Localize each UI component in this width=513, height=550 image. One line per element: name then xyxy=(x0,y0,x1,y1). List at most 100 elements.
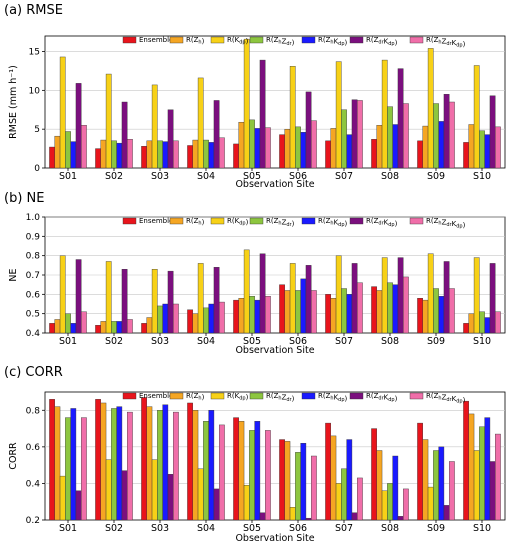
bar-s05-series-1 xyxy=(238,298,245,334)
legend-label: Ensemble xyxy=(139,36,173,44)
bar-s05-series-3 xyxy=(249,430,255,521)
bar-s10-series-0 xyxy=(463,142,469,169)
bar-s07-series-4 xyxy=(346,439,353,521)
bar-s01-series-6 xyxy=(81,417,87,521)
bar-s05-series-2 xyxy=(243,485,250,521)
panel-2: 0.4 0.5 0.6 0.7 0.8 0.9 1.0 (b) NE NE Observation… xyxy=(4,191,506,356)
bar-s10-series-0 xyxy=(463,323,469,334)
bar-s08-series-6 xyxy=(403,103,409,169)
bar-s09-series-5 xyxy=(443,261,450,334)
bar-s09-series-0 xyxy=(417,298,423,334)
y-tick-label: 0.4 xyxy=(26,479,41,489)
bar-s01-series-3 xyxy=(65,417,71,521)
bar-s07-series-1 xyxy=(330,298,337,334)
bar-s05-series-2 xyxy=(243,38,250,169)
bar-s02-series-3 xyxy=(111,140,117,169)
y-tick-label: 0.4 xyxy=(26,329,41,339)
x-tick-label: S09 xyxy=(427,336,445,347)
x-axis-label: Observation Site xyxy=(235,345,314,356)
bar-s04-series-0 xyxy=(187,309,193,334)
x-tick-label: S02 xyxy=(105,336,123,347)
bar-s02-series-5 xyxy=(121,101,128,169)
bar-s06-series-6 xyxy=(311,290,317,334)
bar-s10-series-5 xyxy=(489,263,496,334)
bar-s07-series-4 xyxy=(346,294,353,334)
bar-s07-series-5 xyxy=(351,263,358,334)
bar-s08-series-5 xyxy=(397,516,404,521)
x-tick-label: S04 xyxy=(197,171,215,182)
bar-s02-series-5 xyxy=(121,269,128,334)
bar-s01-series-2 xyxy=(59,56,66,169)
legend-swatch xyxy=(249,36,264,44)
bar-s04-series-5 xyxy=(213,100,220,169)
bar-s08-series-5 xyxy=(397,257,404,334)
bar-s10-series-2 xyxy=(473,257,480,334)
bar-s06-series-2 xyxy=(289,263,296,334)
bar-s01-series-0 xyxy=(49,323,55,334)
bar-s07-series-3 xyxy=(341,288,347,334)
bar-s05-series-3 xyxy=(249,296,255,334)
legend-label: R(ZhKdp) xyxy=(318,217,348,228)
bar-s10-series-1 xyxy=(468,124,475,169)
x-tick-label: S05 xyxy=(243,171,261,182)
bar-s05-series-0 xyxy=(233,299,239,334)
legend-swatch xyxy=(409,392,424,400)
bar-s09-series-6 xyxy=(449,461,455,521)
x-tick-label: S06 xyxy=(289,336,307,347)
bar-s06-series-6 xyxy=(311,455,317,521)
bar-s01-series-6 xyxy=(81,125,87,169)
panel-1: 0 5 10 15 (a) RMSE RMSE (mm h⁻¹) Observation S… xyxy=(4,3,506,190)
bar-s09-series-3 xyxy=(433,450,439,521)
bar-s08-series-4 xyxy=(392,284,399,334)
bar-s03-series-4 xyxy=(162,303,169,334)
bar-s02-series-3 xyxy=(111,321,117,334)
bar-s09-series-2 xyxy=(427,253,434,334)
bar-s09-series-3 xyxy=(433,288,439,334)
bar-s04-series-4 xyxy=(208,303,215,334)
bar-s01-series-0 xyxy=(49,146,55,169)
bar-s05-series-3 xyxy=(249,119,255,169)
bar-s06-series-4 xyxy=(300,278,307,334)
bar-s07-series-1 xyxy=(330,435,337,521)
bar-s03-series-2 xyxy=(151,84,158,169)
bar-s05-series-6 xyxy=(265,296,271,334)
bar-s05-series-4 xyxy=(254,299,261,334)
bar-s02-series-1 xyxy=(100,321,107,334)
bar-s08-series-3 xyxy=(387,483,393,521)
bar-s03-series-6 xyxy=(173,411,179,521)
bar-s06-series-3 xyxy=(295,126,301,169)
bar-s05-series-1 xyxy=(238,421,245,521)
bar-s06-series-0 xyxy=(279,439,285,521)
bar-s10-series-5 xyxy=(489,95,496,169)
bar-s10-series-3 xyxy=(479,426,485,521)
bar-s04-series-1 xyxy=(192,410,199,521)
bar-s03-series-0 xyxy=(141,397,147,521)
bar-s04-series-3 xyxy=(203,421,209,521)
legend-swatch xyxy=(409,217,424,225)
x-tick-label: S10 xyxy=(473,523,491,534)
bar-s08-series-6 xyxy=(403,276,409,334)
x-tick-label: S07 xyxy=(335,523,353,534)
legend-label: R(ZhZdr) xyxy=(266,36,295,47)
bar-s01-series-4 xyxy=(70,323,77,334)
bar-s02-series-0 xyxy=(95,325,101,334)
legend-swatch xyxy=(169,217,184,225)
panel-title: (c) CORR xyxy=(4,365,63,380)
bar-s09-series-6 xyxy=(449,101,455,169)
bar-s07-series-0 xyxy=(325,140,331,169)
y-tick-label: 5 xyxy=(34,125,40,135)
panel-3: 0.2 0.4 0.6 0.8 (c) CORR CORR Observation Site… xyxy=(4,365,506,544)
legend-swatch xyxy=(349,217,364,225)
x-tick-label: S03 xyxy=(151,523,169,534)
bar-s10-series-6 xyxy=(495,433,501,521)
bar-s07-series-0 xyxy=(325,294,331,334)
y-axis-label: NE xyxy=(8,268,19,281)
legend-swatch xyxy=(301,392,316,400)
bar-s10-series-6 xyxy=(495,126,501,169)
bar-s03-series-1 xyxy=(146,140,153,169)
bar-s03-series-3 xyxy=(157,410,163,521)
bar-s02-series-4 xyxy=(116,321,123,334)
x-tick-label: S02 xyxy=(105,171,123,182)
y-tick-label: 0 xyxy=(34,164,40,174)
bar-s07-series-5 xyxy=(351,512,358,521)
